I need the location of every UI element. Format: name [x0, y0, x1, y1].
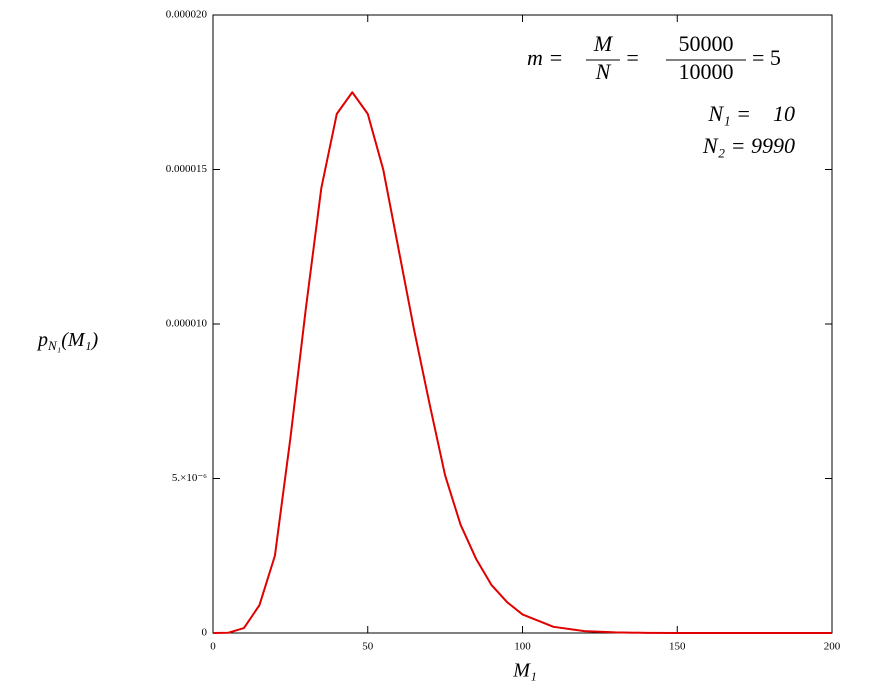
formula-den: N: [595, 59, 612, 84]
data-line: [212, 91, 832, 634]
x-tick-label: 200: [824, 641, 841, 653]
annotation-line: N₁ = 10: [707, 101, 795, 126]
y-tick-label: 0.000010: [166, 318, 208, 330]
x-tick-label: 0: [210, 641, 216, 653]
formula-den: 10000: [679, 59, 734, 84]
annotation-line: N₂ = 9990: [702, 133, 795, 158]
y-label-main: p: [36, 329, 48, 351]
y-tick-label: 0: [202, 627, 208, 639]
y-tick-label: 5.×10⁻⁶: [172, 472, 207, 484]
formula-tail: = 5: [752, 45, 781, 70]
formula-num: 50000: [679, 31, 734, 56]
formula-mid: =: [625, 45, 640, 70]
y-axis-label: pN₁(M₁): [36, 329, 98, 353]
y-tick-label: 0.000015: [166, 163, 208, 175]
x-tick-label: 50: [362, 641, 374, 653]
annotation: m = M N = 50000 10000 = 5 N₁ = 10 N₂ = 9…: [527, 31, 795, 158]
y-label-arg: (M₁): [61, 329, 98, 351]
x-tick-label: 150: [669, 641, 686, 653]
formula-lead: m =: [527, 45, 563, 70]
formula-num: M: [593, 31, 614, 56]
y-label-sub: N₁: [47, 338, 61, 353]
x-axis-label: M₁: [512, 660, 537, 682]
y-tick-label: 0.000020: [166, 9, 208, 21]
x-tick-label: 100: [514, 641, 531, 653]
